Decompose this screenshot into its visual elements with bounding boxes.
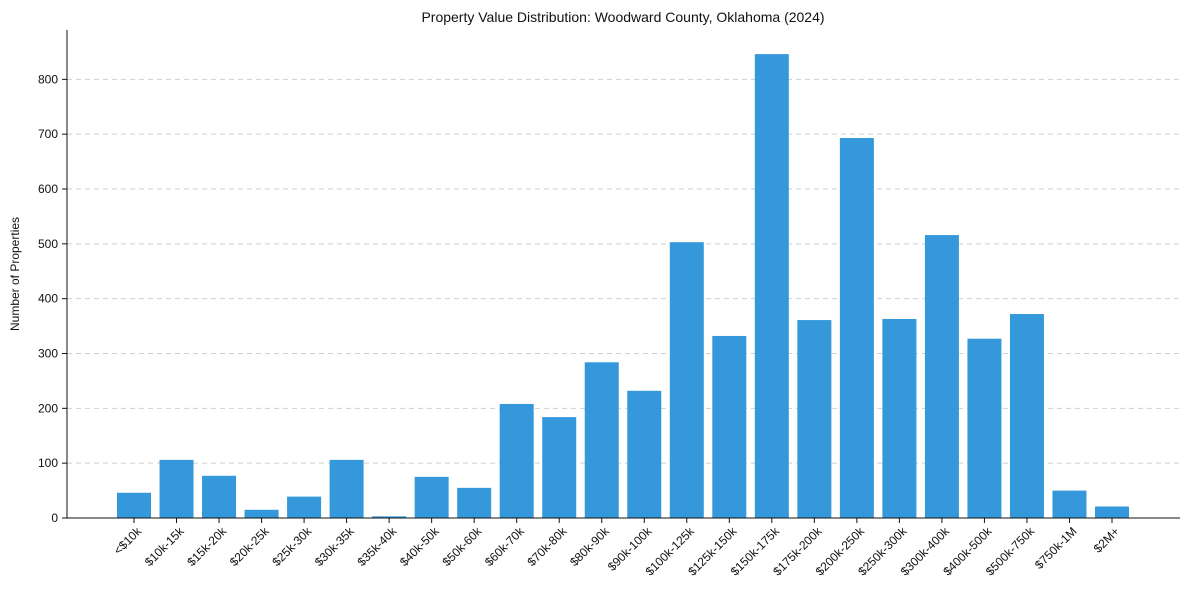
bar bbox=[244, 509, 279, 518]
y-tick-label: 800 bbox=[38, 72, 58, 86]
bar bbox=[1009, 314, 1044, 518]
y-ticks: 0 100 200 300 400 500 600 700 800 bbox=[38, 72, 67, 525]
x-tick-label: $15k-20k bbox=[184, 524, 230, 570]
chart-title: Property Value Distribution: Woodward Co… bbox=[421, 9, 824, 25]
x-tick-label: $35k-40k bbox=[354, 524, 400, 570]
x-tick-label: $25k-30k bbox=[269, 524, 315, 570]
bar bbox=[627, 390, 662, 518]
y-tick-label: 500 bbox=[38, 237, 58, 251]
bar bbox=[967, 338, 1002, 518]
bar bbox=[712, 335, 747, 518]
bar bbox=[117, 492, 151, 518]
bar bbox=[329, 459, 364, 518]
bar bbox=[542, 417, 577, 518]
bar bbox=[1095, 506, 1129, 518]
x-tick-label: $10k-15k bbox=[142, 524, 188, 570]
bar bbox=[839, 138, 874, 518]
bar bbox=[457, 487, 492, 518]
x-tick-label: $70k-80k bbox=[525, 524, 571, 570]
bar bbox=[287, 496, 322, 518]
x-tick-label: $750k-1M bbox=[1032, 524, 1080, 572]
y-axis-label: Number of Properties bbox=[8, 217, 22, 331]
x-tick-label: $50k-60k bbox=[439, 524, 485, 570]
bar bbox=[159, 459, 194, 518]
x-ticks: <$10k$10k-15k$15k-20k$20k-25k$25k-30k$30… bbox=[111, 518, 1122, 578]
y-tick-label: 300 bbox=[38, 347, 58, 361]
bar bbox=[202, 475, 237, 518]
bar bbox=[584, 362, 619, 518]
y-tick-label: 100 bbox=[38, 456, 58, 470]
bar bbox=[1052, 490, 1087, 518]
x-tick-label: $40k-50k bbox=[397, 524, 443, 570]
x-tick-label: $20k-25k bbox=[227, 524, 273, 570]
y-tick-label: 700 bbox=[38, 127, 58, 141]
bar bbox=[754, 54, 789, 518]
bar bbox=[797, 320, 832, 518]
x-tick-label: $30k-35k bbox=[312, 524, 358, 570]
y-tick-label: 200 bbox=[38, 401, 58, 415]
y-tick-label: 400 bbox=[38, 292, 58, 306]
bar bbox=[499, 403, 534, 518]
bars bbox=[117, 54, 1129, 519]
axes bbox=[66, 30, 1180, 519]
y-tick-label: 0 bbox=[51, 511, 58, 525]
x-tick-label: $2M+ bbox=[1091, 524, 1122, 555]
y-tick-label: 600 bbox=[38, 182, 58, 196]
bar bbox=[924, 235, 959, 519]
bar bbox=[669, 242, 704, 518]
x-tick-label: $60k-70k bbox=[482, 524, 528, 570]
bar bbox=[414, 476, 449, 518]
bar bbox=[372, 516, 407, 518]
x-tick-label: <$10k bbox=[111, 524, 145, 558]
bar bbox=[882, 318, 917, 518]
